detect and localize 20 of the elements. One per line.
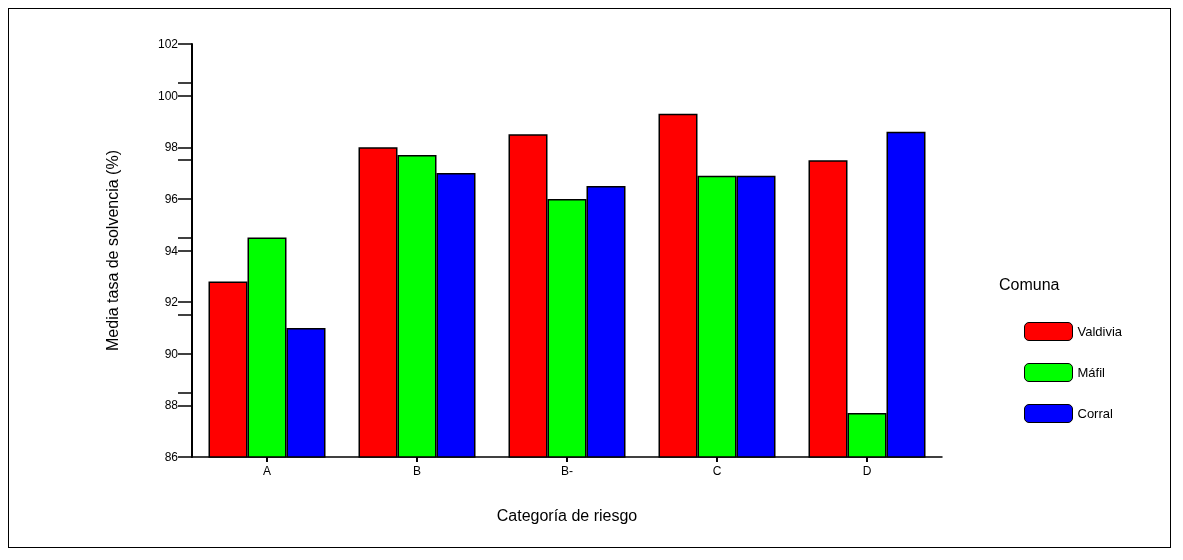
y-tick-label: 102 xyxy=(157,37,179,51)
x-tick-label: A xyxy=(262,464,272,478)
legend-label: Máfil xyxy=(1077,365,1106,380)
y-tick-label: 100 xyxy=(157,88,179,103)
x-tick-label: B- xyxy=(561,464,573,478)
x-tick-label: B xyxy=(412,464,422,478)
x-axis-title: Categoría de riesgo xyxy=(496,506,638,524)
legend-label: Valdivia xyxy=(1077,324,1123,339)
y-tick-label: 92 xyxy=(164,295,179,310)
y-tick-label: 86 xyxy=(164,450,179,464)
y-tick-label: 90 xyxy=(164,346,179,361)
x-tick-label: C xyxy=(712,464,722,478)
y-tick-label: 94 xyxy=(164,243,179,258)
y-axis-title: Media tasa de solvencia (%) xyxy=(103,150,121,351)
y-tick-label: 98 xyxy=(164,140,179,155)
legend-title: Comuna xyxy=(999,275,1060,293)
legend-label: Corral xyxy=(1077,406,1114,421)
y-tick-label: 96 xyxy=(164,191,179,206)
y-tick-label: 88 xyxy=(164,398,179,413)
x-tick-label: D xyxy=(862,464,872,478)
